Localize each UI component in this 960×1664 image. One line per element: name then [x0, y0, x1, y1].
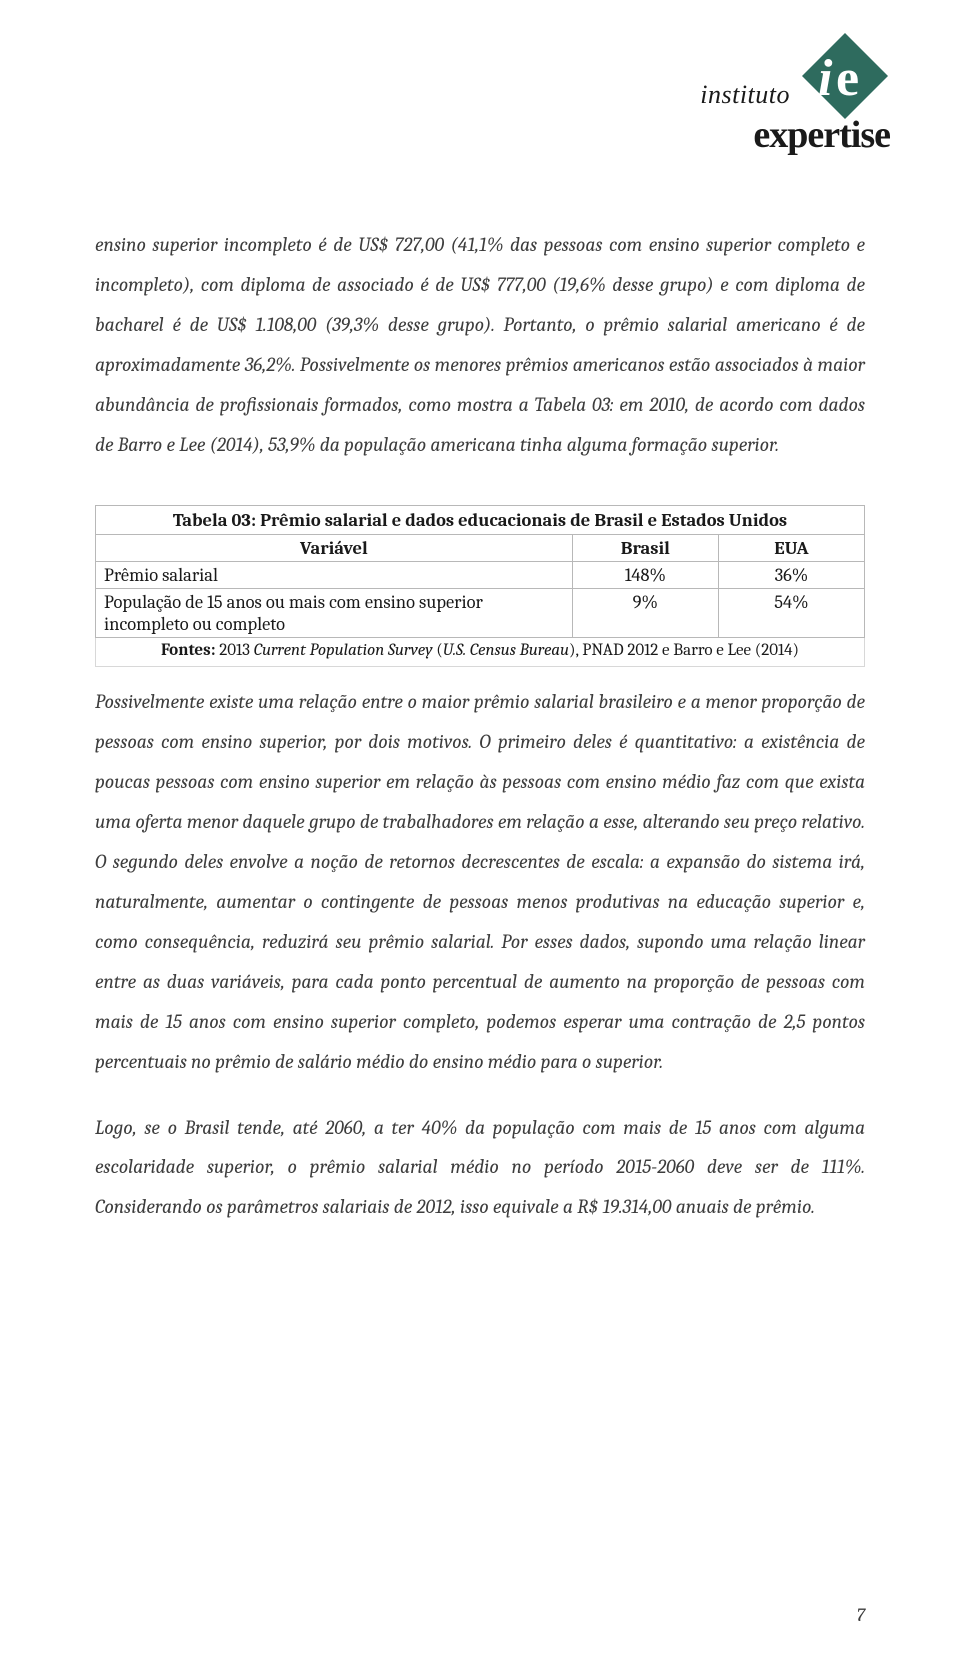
table-03-block: Tabela 03: Prêmio salarial e dados educa… — [95, 505, 865, 667]
table-03: Variável Brasil EUA Prêmio salarial 148%… — [95, 534, 865, 638]
page-number: 7 — [857, 1604, 865, 1626]
table-header-row: Variável Brasil EUA — [96, 534, 865, 561]
page-content: ensino superior incompleto é de US$ 727,… — [95, 225, 865, 1227]
table-row: Prêmio salarial 148% 36% — [96, 561, 865, 588]
row-brasil: 9% — [572, 588, 718, 637]
table-footer: Fontes: 2013 Current Population Survey (… — [95, 638, 865, 667]
row-label: População de 15 anos ou mais com ensino … — [96, 588, 573, 637]
logo-block: i e instituto expertise — [760, 28, 890, 138]
table-row: População de 15 anos ou mais com ensino … — [96, 588, 865, 637]
row-label: Prêmio salarial — [96, 561, 573, 588]
col-eua: EUA — [718, 534, 864, 561]
logo-text-instituto: instituto — [700, 80, 790, 110]
foot-p2: Current Population Survey — [254, 641, 437, 660]
row-eua: 36% — [718, 561, 864, 588]
foot-p4: U.S. Census Bureau — [443, 641, 569, 660]
col-brasil: Brasil — [572, 534, 718, 561]
foot-p5: ), PNAD 2012 e Barro e Lee (2014) — [569, 641, 799, 660]
paragraph-3: Logo, se o Brasil tende, até 2060, a ter… — [95, 1108, 865, 1228]
row-eua: 54% — [718, 588, 864, 637]
foot-p1: 2013 — [219, 641, 254, 660]
col-variavel: Variável — [96, 534, 573, 561]
logo-text-expertise: expertise — [753, 113, 890, 157]
row-brasil: 148% — [572, 561, 718, 588]
svg-text:e: e — [836, 50, 859, 107]
paragraph-1: ensino superior incompleto é de US$ 727,… — [95, 225, 865, 465]
paragraph-2: Possivelmente existe uma relação entre o… — [95, 682, 865, 1082]
svg-text:i: i — [818, 50, 833, 107]
table-title: Tabela 03: Prêmio salarial e dados educa… — [95, 505, 865, 534]
foot-label: Fontes: — [161, 641, 219, 660]
